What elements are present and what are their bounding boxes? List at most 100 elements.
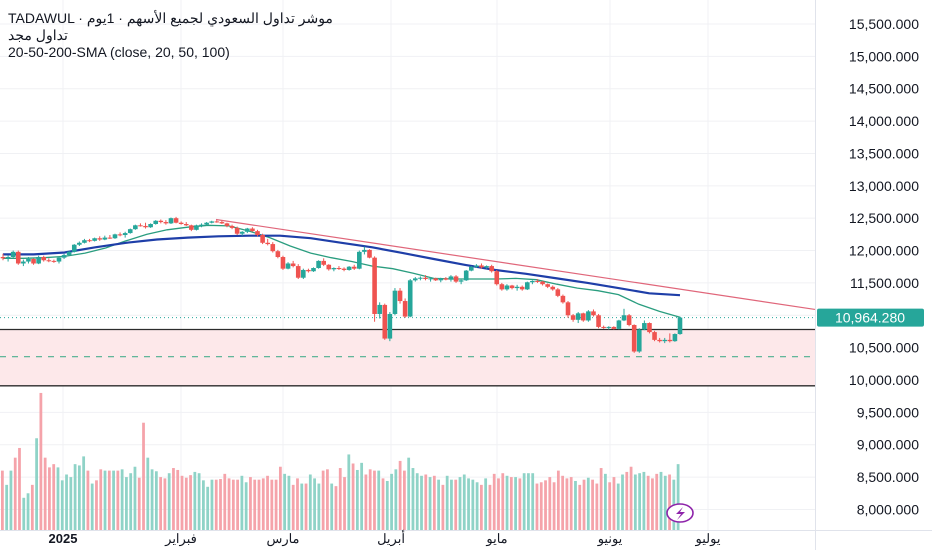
candle-body — [535, 280, 540, 282]
volume-bar — [184, 477, 188, 530]
indicator-label[interactable]: 20-50-200-SMA (close, 20, 50, 100) — [8, 44, 230, 60]
volume-bar — [441, 484, 445, 530]
candle-body — [423, 277, 428, 280]
volume-bar — [552, 482, 556, 530]
volume-bar — [291, 484, 295, 530]
volume-bar — [604, 473, 607, 530]
candle-body — [178, 222, 184, 225]
volume-bar — [428, 477, 432, 530]
volume-bar — [411, 468, 415, 530]
volume-bar — [492, 473, 496, 530]
candle-body — [662, 339, 668, 342]
candle-body — [219, 222, 225, 224]
volume-bar — [274, 479, 278, 530]
volume-bar — [210, 479, 214, 530]
volume-bar — [13, 457, 17, 530]
candle-body — [31, 258, 36, 264]
candle-body — [387, 313, 393, 339]
current-price-label: 10,964.280 — [835, 310, 905, 326]
candle-body — [107, 237, 113, 239]
volume-bar — [112, 470, 115, 530]
volume-bar — [462, 474, 466, 530]
volume-bar — [253, 479, 257, 530]
price-axis-label: 13,500.000 — [849, 145, 919, 161]
candle-body — [677, 317, 683, 335]
volume-bar — [659, 471, 663, 530]
volume-bar — [629, 466, 633, 530]
candle-body — [469, 266, 474, 271]
volume-bar — [313, 478, 316, 530]
volume-bar — [351, 463, 355, 530]
candle-body — [5, 257, 11, 259]
lightning-badge[interactable] — [666, 503, 694, 523]
candle-body — [117, 234, 123, 236]
candle-body — [621, 315, 627, 321]
volume-bar — [52, 464, 56, 530]
time-axis-label: مارس — [266, 531, 299, 547]
volume-bar — [479, 484, 483, 530]
volume-bar — [527, 473, 530, 530]
price-axis[interactable]: 15,500.000 15,000.000 14,500.000 14,000.000… — [817, 16, 924, 517]
support-zone — [0, 317, 815, 387]
candle-body — [306, 269, 311, 272]
time-axis-label: يوليو — [695, 531, 721, 547]
volume-bar — [381, 478, 385, 530]
volume-bar — [283, 473, 287, 530]
candle-body — [540, 281, 545, 285]
candle-body — [229, 225, 235, 228]
volume-bar — [116, 470, 120, 530]
volume-bar — [582, 479, 586, 530]
candle-body — [586, 311, 591, 321]
candle-body — [647, 323, 652, 333]
trendline[interactable] — [215, 218, 816, 311]
volume-bar — [420, 475, 423, 530]
candle-body — [189, 225, 194, 230]
candle-body — [351, 266, 357, 269]
volume-bar — [176, 469, 180, 530]
volume-bar — [398, 460, 402, 530]
volume-bar — [227, 478, 231, 530]
time-axis[interactable]: 2025 فبراير مارس أبريل مايو يونيو يوليو — [49, 530, 721, 547]
candle-body — [301, 269, 306, 278]
candle-body — [138, 225, 143, 227]
volume-bar — [676, 464, 680, 530]
candle-body — [127, 229, 133, 234]
volume-bars — [1, 392, 680, 530]
candle-body — [331, 268, 337, 270]
candle-body — [265, 242, 270, 245]
volume-bar — [364, 474, 368, 530]
volume-bar — [300, 483, 304, 530]
volume-bar — [394, 469, 398, 530]
volume-bar — [556, 470, 560, 530]
volume-bar — [668, 474, 671, 530]
candle-body — [280, 257, 286, 269]
volume-bar — [26, 493, 30, 530]
resistance-trendline — [215, 218, 816, 311]
candle-body — [71, 244, 77, 252]
volume-bar — [535, 483, 539, 530]
volume-bar — [142, 422, 145, 530]
candle-body — [194, 225, 199, 230]
candle-body — [504, 285, 510, 290]
volume-bar — [60, 480, 64, 530]
candlesticks — [0, 216, 683, 353]
volume-bar — [522, 473, 526, 530]
price-axis-label: 14,000.000 — [849, 113, 919, 129]
volume-bar — [578, 484, 582, 530]
volume-bar — [73, 464, 77, 530]
volume-bar — [159, 477, 163, 530]
current-price-tag — [817, 308, 924, 327]
candle-body — [66, 251, 72, 256]
volume-bar — [497, 478, 500, 530]
candle-body — [234, 227, 240, 234]
candle-body — [239, 231, 245, 234]
volume-bar — [484, 478, 488, 530]
candle-body — [97, 238, 103, 240]
sma-50-line — [3, 234, 681, 297]
candle-body — [509, 285, 515, 289]
volume-bar — [569, 477, 573, 530]
volume-bar — [612, 477, 616, 530]
volume-bar — [193, 471, 197, 530]
candle-body — [183, 224, 189, 226]
